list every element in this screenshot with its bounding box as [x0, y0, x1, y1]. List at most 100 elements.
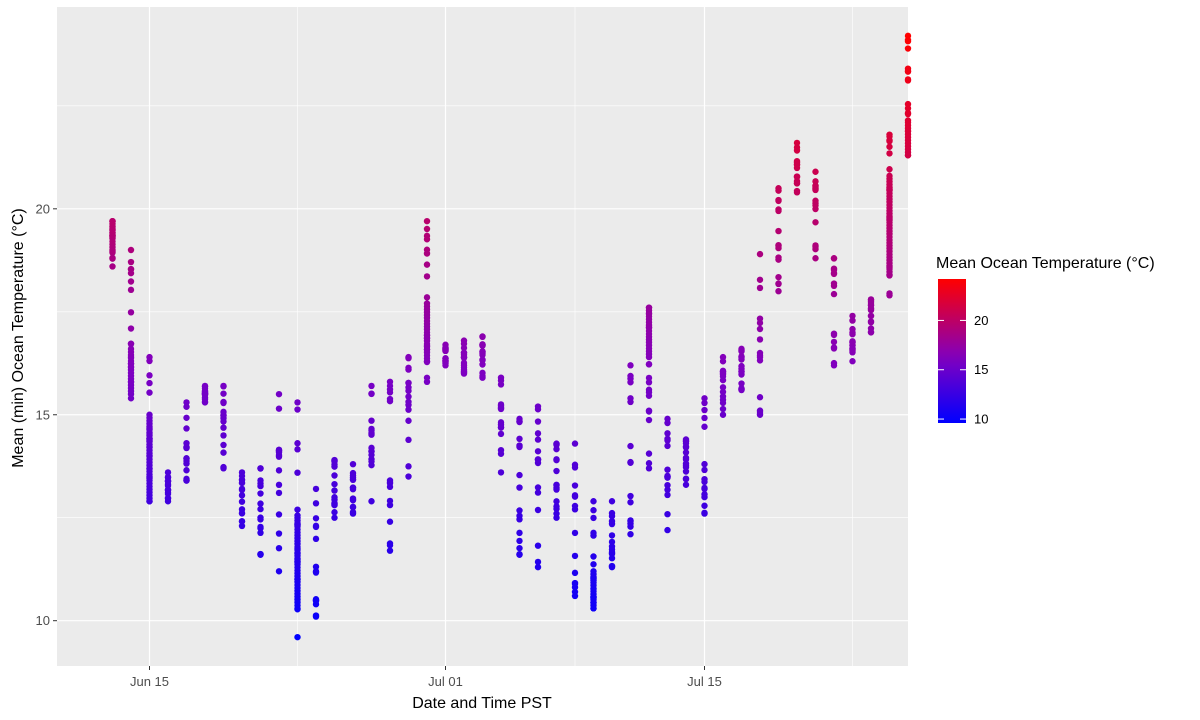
data-point	[294, 469, 301, 476]
data-point	[608, 532, 616, 539]
data-point	[183, 455, 190, 462]
y-tick-label: 10	[36, 613, 50, 628]
data-point	[682, 460, 690, 467]
data-point	[534, 430, 542, 437]
data-point	[701, 395, 708, 402]
data-point	[756, 357, 764, 364]
data-point	[312, 500, 320, 507]
data-point	[849, 358, 856, 365]
data-point	[331, 494, 338, 501]
data-point	[886, 150, 893, 157]
data-point	[775, 242, 782, 250]
data-point	[220, 424, 227, 431]
data-point	[220, 399, 227, 407]
data-point	[793, 139, 801, 147]
data-point	[294, 406, 301, 413]
data-point	[719, 376, 727, 384]
data-point	[812, 255, 819, 262]
data-point	[294, 514, 301, 521]
data-point	[405, 379, 412, 387]
data-point	[516, 551, 523, 558]
legend-ticks: 10 15 20	[938, 313, 988, 427]
x-tick-label: Jul 15	[687, 674, 722, 689]
data-point	[645, 389, 653, 396]
data-point	[368, 461, 375, 469]
data-point	[405, 473, 412, 480]
data-point	[109, 217, 116, 225]
data-point	[479, 351, 486, 359]
data-point	[183, 460, 190, 467]
legend-title: Mean Ocean Temperature (°C)	[936, 255, 1155, 272]
data-point	[183, 414, 190, 421]
data-point	[423, 232, 431, 240]
data-point	[775, 227, 782, 235]
data-point	[719, 405, 727, 413]
data-point	[830, 266, 838, 274]
data-point	[608, 520, 616, 528]
data-point	[812, 168, 819, 175]
data-point	[257, 505, 264, 513]
data-point	[479, 372, 486, 380]
data-point	[886, 290, 893, 297]
data-point	[201, 383, 209, 390]
major-gridlines	[57, 7, 908, 666]
data-point	[516, 544, 523, 552]
data-point	[146, 357, 153, 365]
data-point	[867, 312, 875, 320]
data-point	[331, 472, 338, 479]
data-point	[497, 401, 505, 408]
data-point	[830, 345, 838, 352]
data-point	[183, 439, 190, 447]
data-point	[534, 542, 542, 549]
data-point	[238, 479, 246, 487]
data-point	[201, 390, 209, 398]
data-point	[830, 280, 838, 287]
data-point	[349, 503, 357, 511]
data-point	[386, 395, 394, 403]
data-point	[405, 364, 412, 371]
data-point	[127, 246, 135, 254]
data-point	[516, 484, 523, 491]
data-point	[368, 427, 375, 434]
data-point	[590, 514, 597, 522]
data-point	[423, 217, 431, 225]
x-tick-label: Jun 15	[130, 674, 169, 689]
data-point	[849, 331, 856, 338]
data-point	[812, 202, 819, 209]
data-point	[275, 568, 283, 575]
data-point	[312, 568, 320, 575]
data-point	[146, 411, 153, 418]
data-point	[571, 440, 579, 447]
data-point	[349, 486, 357, 493]
x-axis-title: Date and Time PST	[412, 695, 552, 712]
data-point	[738, 386, 745, 393]
data-point	[516, 443, 523, 451]
data-point	[220, 390, 227, 397]
data-point	[220, 408, 227, 416]
data-point	[738, 348, 745, 355]
data-point	[682, 454, 690, 461]
data-point	[127, 345, 135, 353]
data-point	[775, 273, 782, 281]
data-point	[257, 482, 264, 490]
data-points	[109, 32, 912, 641]
data-point	[275, 467, 283, 474]
data-point	[534, 406, 542, 413]
data-point	[238, 485, 246, 493]
data-point	[460, 366, 468, 373]
legend-tick-label: 15	[974, 362, 988, 377]
data-point	[756, 336, 764, 343]
data-point	[257, 514, 264, 521]
data-point	[904, 68, 912, 75]
legend-colorbar	[938, 279, 966, 423]
data-point	[423, 273, 431, 280]
data-point	[701, 484, 708, 492]
data-point	[368, 451, 375, 459]
data-point	[497, 450, 505, 457]
data-point	[479, 357, 486, 364]
data-point	[534, 436, 542, 443]
data-point	[238, 492, 246, 499]
data-point	[516, 529, 523, 537]
data-point	[664, 430, 671, 437]
data-point	[423, 294, 431, 301]
